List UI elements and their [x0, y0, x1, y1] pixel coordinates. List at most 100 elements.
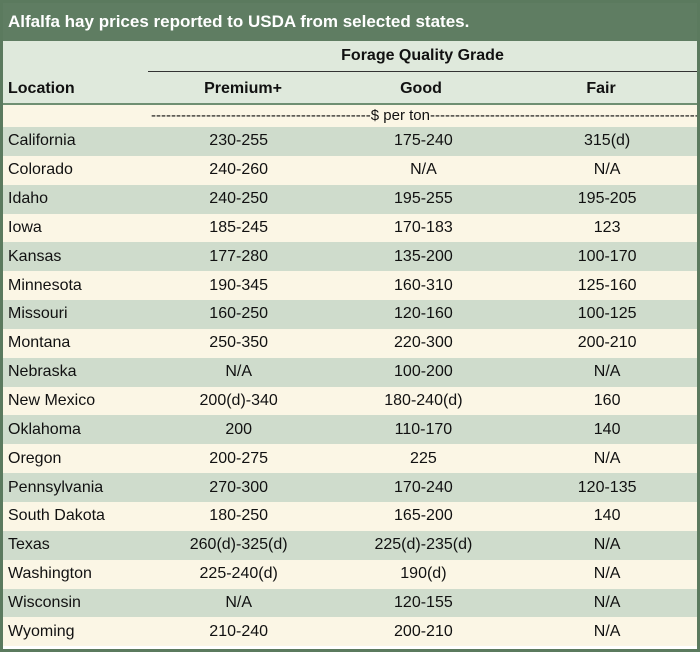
premium-cell: 250-350	[209, 334, 269, 352]
good-cell: 100-200	[394, 363, 453, 381]
good-cell: 120-155	[394, 593, 453, 611]
location-cell: Idaho	[8, 190, 49, 208]
location-cell: California	[8, 132, 76, 150]
location-cell: Montana	[8, 334, 71, 352]
table-row: Oregon 200-275 225 N/A	[3, 444, 697, 474]
good-cell: 170-240	[394, 478, 453, 496]
good-cell: 220-300	[394, 334, 453, 352]
table-row: Texas 260(d)-325(d) 225(d)-235(d) N/A	[3, 530, 697, 560]
location-cell: Oregon	[8, 449, 62, 467]
premium-cell: 225-240(d)	[199, 565, 278, 583]
premium-cell: 200	[225, 420, 253, 438]
premium-cell: 180-250	[209, 507, 269, 525]
premium-cell: N/A	[225, 593, 252, 611]
fair-cell: 195-205	[577, 190, 637, 208]
location-cell: Texas	[8, 536, 50, 554]
fair-cell: 125-160	[577, 276, 637, 294]
fair-cell: N/A	[593, 161, 621, 179]
header-divider	[3, 103, 697, 105]
premium-cell: 260(d)-325(d)	[189, 536, 288, 554]
fair-cell: N/A	[593, 449, 621, 467]
location-cell: Minnesota	[8, 276, 82, 294]
table-row: Montana 250-350 220-300 200-210	[3, 328, 697, 358]
premium-cell: 270-300	[209, 478, 269, 496]
good-cell: 225(d)-235(d)	[374, 536, 473, 554]
fair-cell: N/A	[593, 565, 621, 583]
premium-column-header: Premium+	[204, 80, 282, 97]
location-cell: Pennsylvania	[8, 478, 104, 496]
table-header: Forage Quality Grade Location Premium+ G…	[3, 41, 697, 103]
table-row: Missouri 160-250 120-160 100-125	[3, 300, 697, 329]
fair-cell: N/A	[593, 536, 621, 554]
location-cell: Kansas	[8, 247, 62, 265]
premium-cell: 190-345	[209, 276, 269, 294]
table-row: California 230-255 175-240 315(d)	[3, 127, 697, 156]
premium-cell: 185-245	[209, 218, 269, 236]
units-label: ----------------------------------------…	[151, 107, 697, 124]
table-row: Wyoming 210-240 200-210 N/A	[3, 617, 697, 647]
fair-column-header: Fair	[586, 80, 616, 97]
good-cell: 120-160	[394, 305, 453, 323]
fair-cell: 200-210	[577, 334, 637, 352]
fair-cell: 120-135	[577, 478, 637, 496]
good-cell: 195-255	[394, 190, 453, 208]
good-cell: 225	[410, 449, 437, 467]
premium-cell: 210-240	[209, 622, 269, 640]
location-cell: New Mexico	[8, 392, 96, 410]
table-row: Nebraska N/A 100-200 N/A	[3, 357, 697, 387]
good-cell: 190(d)	[400, 565, 447, 583]
location-cell: Wisconsin	[8, 593, 81, 611]
good-column-header: Good	[400, 80, 442, 97]
premium-cell: 240-260	[209, 161, 269, 179]
units-row: ----------------------------------------…	[3, 105, 697, 127]
premium-cell: 230-255	[209, 132, 269, 150]
good-cell: 200-210	[394, 622, 453, 640]
table-row: Pennsylvania 270-300 170-240 120-135	[3, 473, 697, 502]
premium-cell: 200(d)-340	[199, 392, 278, 410]
fair-cell: 100-170	[577, 247, 637, 265]
table-row: Wisconsin N/A 120-155 N/A	[3, 588, 697, 618]
location-cell: Missouri	[8, 305, 68, 323]
good-cell: N/A	[410, 161, 437, 179]
table-row: Kansas 177-280 135-200 100-170	[3, 242, 697, 272]
fair-cell: 140	[593, 507, 621, 525]
location-cell: Colorado	[8, 161, 73, 179]
table-title: Alfalfa hay prices reported to USDA from…	[3, 3, 697, 41]
good-cell: 170-183	[394, 218, 453, 236]
good-cell: 160-310	[394, 276, 453, 294]
location-cell: Wyoming	[8, 622, 75, 640]
table-row: Iowa 185-245 170-183 123	[3, 213, 697, 243]
premium-cell: 240-250	[209, 190, 269, 208]
fair-cell: 160	[593, 392, 621, 410]
table-body: California 230-255 175-240 315(d) Colorado 24…	[3, 127, 697, 647]
fair-cell: N/A	[593, 622, 621, 640]
fair-cell: 315(d)	[584, 132, 631, 150]
location-cell: South Dakota	[8, 507, 105, 525]
fair-cell: 100-125	[577, 305, 637, 323]
fair-cell: 123	[593, 218, 621, 236]
good-cell: 175-240	[394, 132, 453, 150]
table-row: Colorado 240-260 N/A N/A	[3, 155, 697, 185]
premium-cell: 177-280	[209, 247, 269, 265]
location-cell: Oklahoma	[8, 420, 81, 438]
fair-cell: N/A	[593, 363, 621, 381]
good-cell: 135-200	[394, 247, 453, 265]
premium-cell: 160-250	[209, 305, 269, 323]
location-cell: Washington	[8, 565, 92, 583]
forage-quality-grade-header: Forage Quality Grade	[148, 41, 697, 72]
good-cell: 180-240(d)	[384, 392, 463, 410]
good-cell: 165-200	[394, 507, 453, 525]
premium-cell: 200-275	[209, 449, 269, 467]
premium-cell: N/A	[225, 363, 252, 381]
table-row: Washington 225-240(d) 190(d) N/A	[3, 559, 697, 589]
table-row: Idaho 240-250 195-255 195-205	[3, 184, 697, 214]
table-row: Minnesota 190-345 160-310 125-160	[3, 271, 697, 301]
location-column-header: Location	[8, 80, 75, 97]
table-row: New Mexico 200(d)-340 180-240(d) 160	[3, 386, 697, 416]
table-row: Oklahoma 200 110-170 140	[3, 415, 697, 445]
good-cell: 110-170	[394, 420, 453, 438]
location-cell: Iowa	[8, 218, 42, 236]
fair-cell: N/A	[593, 593, 621, 611]
fair-cell: 140	[593, 420, 621, 438]
